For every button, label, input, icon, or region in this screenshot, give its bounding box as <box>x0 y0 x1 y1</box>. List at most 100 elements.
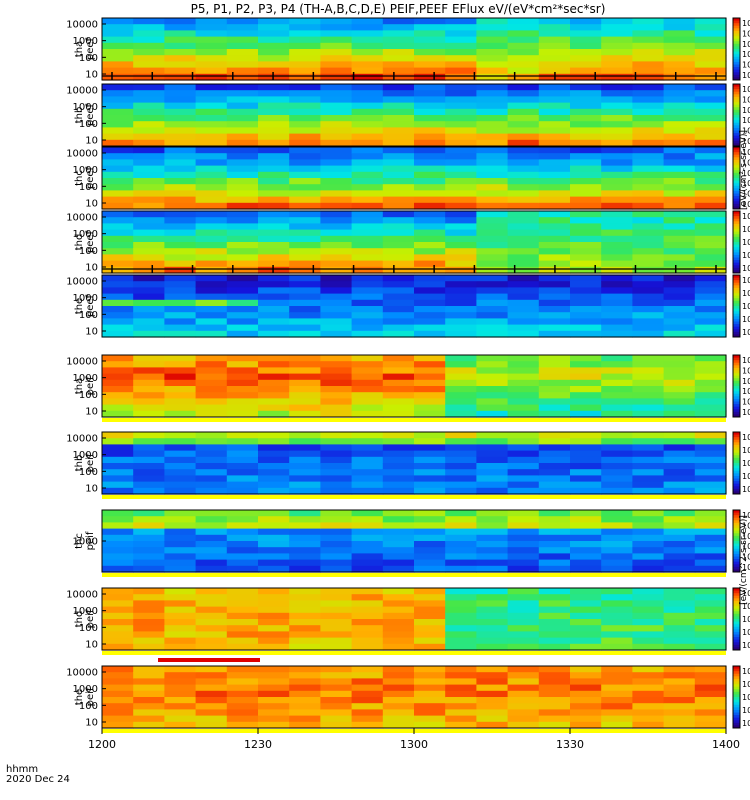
heatmap-cell <box>258 248 290 255</box>
heatmap-cell <box>102 18 134 25</box>
heatmap-cell <box>382 715 415 723</box>
heatmap-cell <box>226 190 259 198</box>
heatmap-cell <box>289 565 321 573</box>
heatmap-cell <box>102 202 134 210</box>
heatmap-cell <box>382 666 415 673</box>
heatmap-cell <box>507 367 540 375</box>
heatmap-cell <box>570 18 602 25</box>
heatmap-cell <box>414 672 446 679</box>
y-tick-label: 100 <box>79 467 98 478</box>
heatmap-cell <box>133 55 165 62</box>
heatmap-cell <box>414 165 446 173</box>
colorbar-segment <box>733 33 740 37</box>
heatmap-cell <box>351 697 384 704</box>
heatmap-cell <box>320 260 353 268</box>
heatmap-cell <box>195 373 228 381</box>
heatmap-cell <box>102 171 134 179</box>
heatmap-cell <box>414 202 446 210</box>
heatmap-cell <box>195 703 228 710</box>
colorbar-segment <box>733 162 740 166</box>
heatmap-cell <box>694 254 727 262</box>
heatmap-cell <box>195 318 228 326</box>
heatmap-cell <box>133 469 165 476</box>
heatmap-cell <box>164 721 197 729</box>
heatmap-cell <box>476 678 509 686</box>
colorbar-segment <box>733 77 740 81</box>
colorbar-segment <box>733 159 740 163</box>
heatmap-cell <box>164 61 197 69</box>
heatmap-cell <box>195 190 228 198</box>
heatmap-cell <box>632 248 665 255</box>
heatmap-cell <box>320 36 353 44</box>
colorbar-segment <box>733 175 740 179</box>
heatmap-cell <box>601 432 633 439</box>
heatmap-cell <box>195 510 228 517</box>
heatmap-cell <box>414 312 446 319</box>
heatmap-cell <box>507 444 540 452</box>
heatmap-cell <box>289 404 321 412</box>
heatmap-cell <box>320 24 353 31</box>
heatmap-cell <box>663 211 696 218</box>
heatmap-cell <box>289 487 321 495</box>
heatmap-cell <box>538 153 571 160</box>
colorbar-segment <box>733 457 740 461</box>
heatmap-cell <box>195 139 228 147</box>
heatmap-cell <box>476 594 509 601</box>
heatmap-cell <box>570 266 602 274</box>
heatmap-cell <box>570 398 602 406</box>
heatmap-cell <box>226 398 259 406</box>
heatmap-cell <box>258 672 290 679</box>
heatmap-cell <box>258 631 290 639</box>
heatmap-cell <box>226 481 259 489</box>
colorbar-tick-label: 10⁵ <box>742 387 750 396</box>
heatmap-cell <box>476 367 509 375</box>
colorbar-frame <box>732 146 741 210</box>
heatmap-cell <box>320 196 353 204</box>
heatmap-cell <box>445 147 477 154</box>
heatmap-cell <box>351 678 384 686</box>
heatmap-cell <box>570 229 602 237</box>
heatmap-cell <box>507 61 540 69</box>
heatmap-cell <box>226 456 259 464</box>
colorbar-tick-label: 10³ <box>742 71 750 80</box>
heatmap-cell <box>632 36 665 44</box>
y-tick-label: 10000 <box>66 213 98 224</box>
heatmap-cell <box>507 281 540 288</box>
heatmap-cell <box>445 516 477 523</box>
heatmap-cell <box>694 36 727 44</box>
heatmap-cell <box>164 715 197 723</box>
heatmap-cell <box>476 330 509 338</box>
y-tick-label: 1000 <box>73 102 98 113</box>
heatmap-cell <box>320 438 353 445</box>
heatmap-cell <box>538 90 571 97</box>
colorbar-segment <box>733 647 740 651</box>
heatmap-cell <box>226 612 259 620</box>
heatmap-cell <box>414 293 446 301</box>
heatmap-cell <box>102 312 134 319</box>
heatmap-cell <box>414 643 446 651</box>
heatmap-cell <box>382 516 415 523</box>
heatmap-cell <box>632 355 665 362</box>
heatmap-cell <box>507 666 540 673</box>
heatmap-cell <box>258 487 290 495</box>
heatmap-cell <box>102 684 134 692</box>
time-axis: 1200 1230 1300 1330 1400 <box>88 728 740 751</box>
heatmap-cell <box>133 450 165 458</box>
heatmap-cell <box>320 324 353 332</box>
heatmap-cell <box>289 456 321 464</box>
heatmap-cell <box>382 73 415 81</box>
heatmap-cell <box>694 73 727 81</box>
heatmap-cell <box>226 223 259 231</box>
heatmap-cell <box>382 115 415 122</box>
heatmap-cell <box>663 36 696 44</box>
heatmap-cell <box>570 386 602 393</box>
heatmap-cell <box>570 715 602 723</box>
heatmap-cell <box>538 534 571 542</box>
heatmap-cell <box>663 318 696 326</box>
heatmap-cell <box>445 153 477 160</box>
heatmap-cell <box>133 379 165 387</box>
heatmap-cell <box>133 171 165 179</box>
heatmap-cell <box>351 24 384 31</box>
heatmap-cell <box>632 510 665 517</box>
heatmap-cell <box>351 444 384 452</box>
